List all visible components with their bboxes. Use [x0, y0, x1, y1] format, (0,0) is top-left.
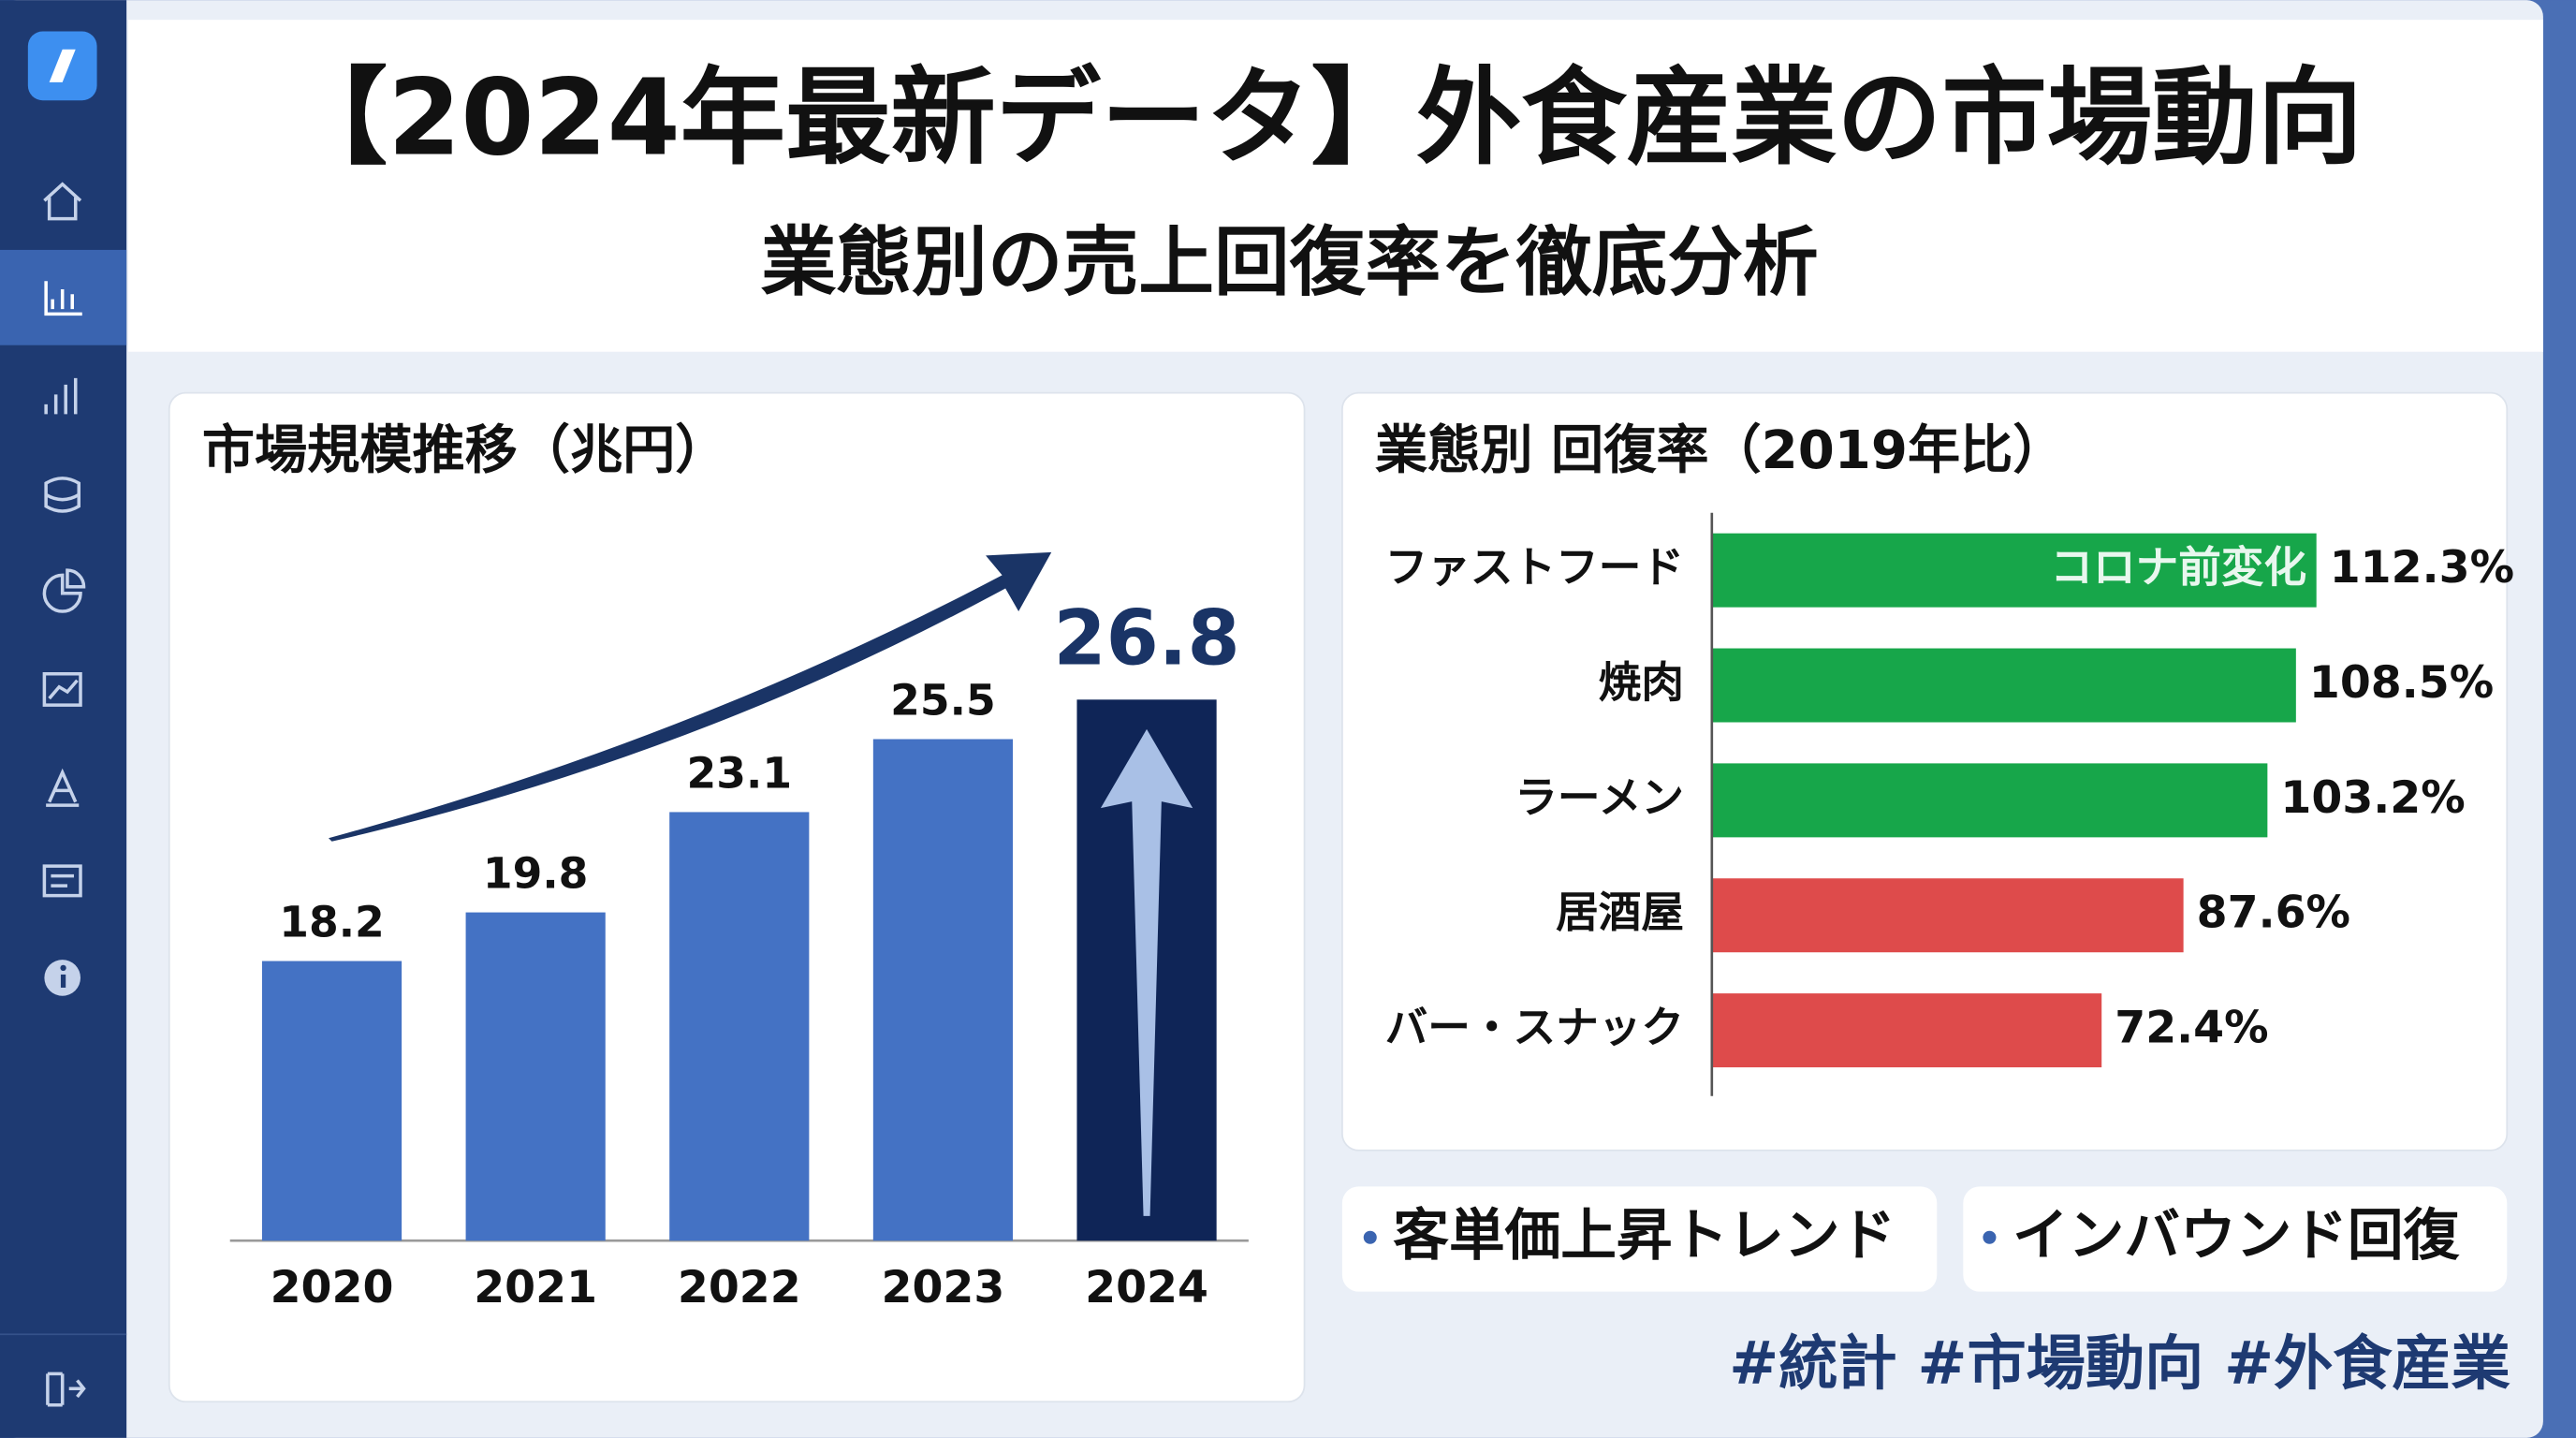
nav-report[interactable] [42, 864, 82, 898]
bar [669, 812, 810, 1241]
tag: 客単価上昇トレンド [1393, 1204, 1895, 1269]
bar [872, 739, 1014, 1241]
x-tick-label: 2023 [881, 1262, 1004, 1313]
x-tick-label: 2021 [474, 1262, 597, 1313]
info-dot [60, 964, 66, 972]
nav-users[interactable] [46, 768, 80, 807]
value-label: 26.8 [1053, 595, 1239, 683]
bar [1711, 993, 2102, 1068]
category-label: 焼肉 [1599, 658, 1684, 708]
page-subtitle: 業態別の売上回復率を徹底分析 [761, 219, 1819, 307]
bullet [1363, 1230, 1377, 1244]
value-label: 87.6% [2197, 888, 2350, 939]
bullet [1983, 1230, 1997, 1244]
nav-chart[interactable] [44, 281, 82, 316]
nav-logout[interactable] [46, 1372, 86, 1407]
value-label: 72.4% [2115, 1003, 2268, 1054]
bar [1711, 648, 2296, 723]
nav-home[interactable] [43, 182, 82, 221]
info-glyph [60, 974, 66, 988]
x-tick-label: 2024 [1085, 1262, 1208, 1313]
category-label: バー・スナック [1385, 1003, 1684, 1052]
bar [261, 961, 402, 1241]
value-label: 19.8 [483, 848, 589, 898]
sidebar-bg [0, 0, 127, 1438]
bar [1711, 763, 2268, 838]
nav-pie[interactable] [42, 568, 86, 613]
header-panel [127, 20, 2543, 352]
nav-bars[interactable] [44, 377, 78, 415]
nav-trend[interactable] [42, 671, 82, 707]
x-tick-label: 2020 [271, 1262, 394, 1313]
bar [1711, 533, 2317, 608]
hashtags: #統計 #市場動向 #外食産業 [1729, 1328, 2510, 1398]
value-label: 25.5 [890, 675, 996, 725]
page-title: 【2024年最新データ】外食産業の市場動向 [283, 57, 2363, 179]
value-label: 18.2 [279, 897, 385, 946]
category-label: ラーメン [1515, 772, 1684, 822]
annotation: コロナ前変化 [2050, 543, 2306, 593]
bar-arrow [1100, 728, 1193, 1216]
tag-card [1341, 1186, 1938, 1292]
sidebar [0, 0, 127, 1438]
category-label: ファストフード [1385, 543, 1684, 593]
value-label: 112.3% [2330, 542, 2514, 594]
chart-title: 市場規模推移（兆円） [202, 420, 728, 481]
category-label: 居酒屋 [1556, 888, 1684, 937]
tag-card [1963, 1186, 2508, 1292]
logo-mark [49, 49, 76, 82]
bar [1711, 878, 2184, 953]
x-tick-label: 2022 [678, 1262, 801, 1313]
bar [465, 912, 606, 1241]
tag: インバウンド回復 [2012, 1204, 2460, 1269]
value-label: 108.5% [2309, 657, 2494, 709]
value-label: 23.1 [687, 748, 793, 798]
value-label: 103.2% [2280, 772, 2465, 824]
chart-title: 業態別 回復率（2019年比） [1375, 420, 2065, 481]
nav-data[interactable] [44, 477, 80, 513]
